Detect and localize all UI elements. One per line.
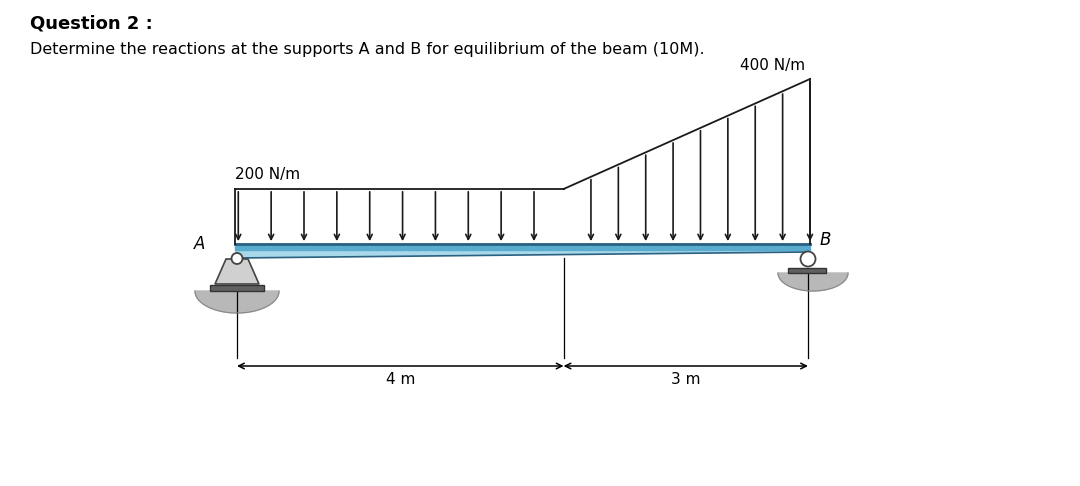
Text: A: A (193, 235, 205, 253)
Text: Determine the reactions at the supports A and B for equilibrium of the beam (10M: Determine the reactions at the supports … (30, 42, 704, 57)
Circle shape (231, 253, 243, 264)
Text: Question 2 :: Question 2 : (30, 14, 152, 32)
Polygon shape (778, 273, 848, 291)
Polygon shape (235, 244, 810, 258)
Text: 4 m: 4 m (386, 372, 415, 387)
Text: 3 m: 3 m (671, 372, 701, 387)
Polygon shape (215, 259, 259, 284)
Circle shape (800, 251, 815, 266)
Bar (210, 285, 264, 291)
Polygon shape (195, 291, 279, 313)
Text: 200 N/m: 200 N/m (235, 167, 300, 182)
Text: B: B (820, 231, 832, 249)
Bar (788, 268, 826, 273)
Text: 400 N/m: 400 N/m (740, 58, 805, 73)
